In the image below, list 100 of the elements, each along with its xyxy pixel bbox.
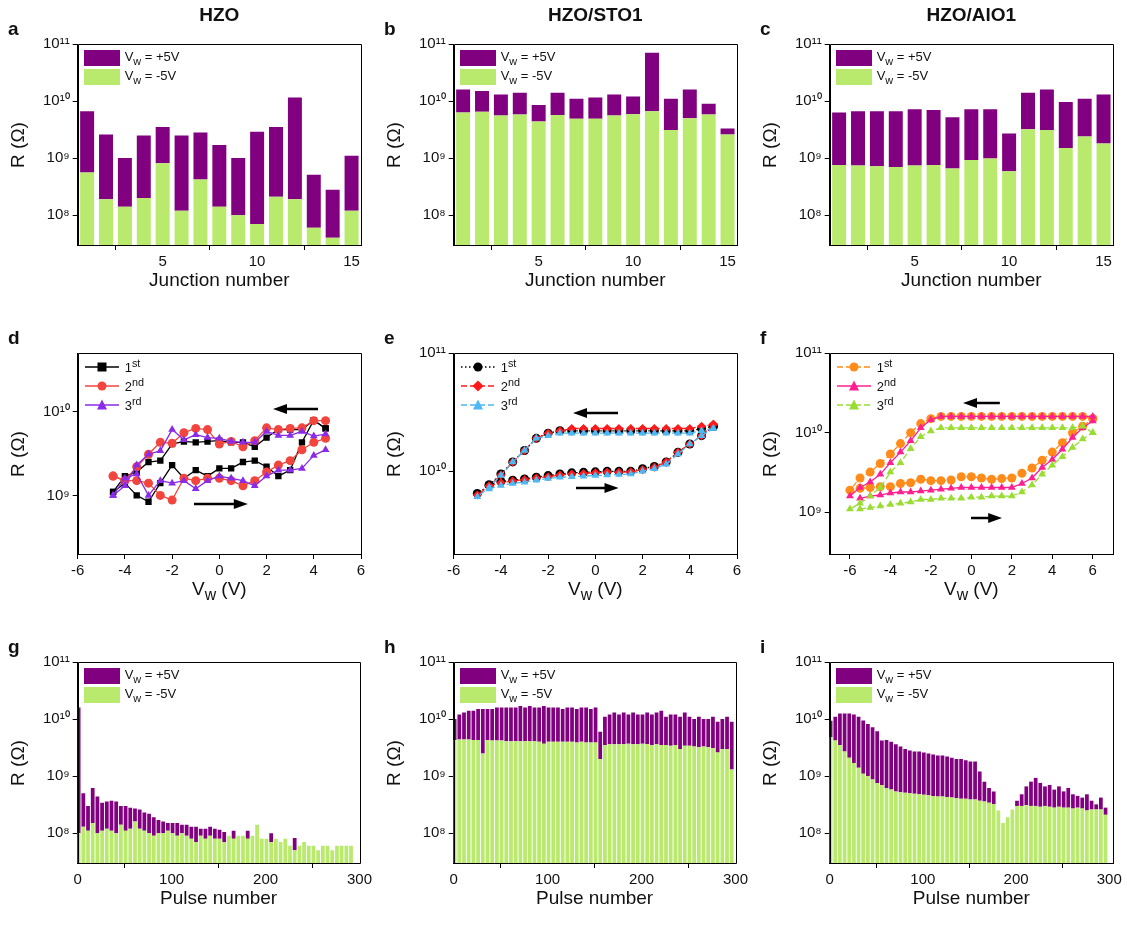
x-tick-label: 200 [629, 870, 655, 888]
legend-label: 3$^{rd}$ [500, 395, 518, 414]
legend-label: V$_{w}$ = -5V [876, 685, 929, 704]
text: i [760, 636, 766, 658]
x-tick-label: 15 [343, 252, 360, 270]
y-axis-title: R (Ω) [7, 121, 29, 168]
y-tick-label: 10¹⁰ [794, 91, 822, 109]
legend-label: 2$^{nd}$ [500, 376, 520, 395]
y-tick-label: 10¹¹ [794, 652, 822, 670]
y-tick-label: 10¹¹ [42, 652, 70, 670]
x-tick-label: 15 [719, 252, 736, 270]
y-tick-label: 10¹⁰ [42, 401, 70, 419]
y-tick-label: 10¹¹ [418, 343, 446, 361]
y-tick-label: 10⁹ [46, 148, 70, 166]
legend-label: V$_{w}$ = +5V [500, 48, 556, 67]
y-tick-label: 10¹⁰ [418, 709, 446, 727]
x-tick-label: 0 [591, 561, 600, 579]
legend-label: V$_{w}$ = +5V [124, 48, 180, 67]
y-axis-title: R (Ω) [383, 430, 405, 477]
x-tick-label: 15 [1095, 252, 1112, 270]
x-tick-label: 6 [1088, 561, 1097, 579]
y-tick-label: 10¹¹ [418, 652, 446, 670]
x-tick-label: 0 [449, 870, 458, 888]
legend-label: V$_{w}$ = -5V [124, 685, 177, 704]
chart-title: HZO/STO1 [547, 4, 643, 26]
x-tick-label: 100 [159, 870, 185, 888]
x-tick-label: 300 [1096, 870, 1122, 888]
x-axis-title: V$_{w}$ (V) [191, 578, 247, 604]
legend-label: 2$^{nd}$ [876, 376, 896, 395]
y-tick-label: 10¹⁰ [42, 709, 70, 727]
x-axis-title: V$_{w}$ (V) [567, 578, 623, 604]
y-tick-label: 10¹⁰ [418, 91, 446, 109]
y-axis-title: R (Ω) [7, 430, 29, 477]
legend-label: V$_{w}$ = -5V [500, 685, 553, 704]
x-tick-label: 5 [158, 252, 167, 270]
chart-title: HZO/AlO1 [926, 4, 1017, 26]
chart-title: HZO [199, 4, 240, 26]
y-tick-label: 10¹⁰ [418, 461, 446, 479]
y-tick-label: 10¹⁰ [794, 422, 822, 440]
x-axis-title: Pulse number [912, 887, 1030, 909]
x-tick-label: 300 [722, 870, 748, 888]
y-axis-title: R (Ω) [759, 121, 781, 168]
y-axis-title: R (Ω) [759, 430, 781, 477]
x-axis-title: Junction number [525, 269, 666, 291]
x-axis-title: Pulse number [535, 887, 654, 909]
y-tick-label: 10⁸ [46, 823, 70, 841]
x-tick-label: 6 [732, 561, 742, 579]
x-tick-label: -6 [71, 561, 85, 579]
y-tick-label: 10⁸ [798, 205, 822, 223]
y-tick-label: 10⁹ [46, 485, 70, 503]
text: a [8, 18, 19, 40]
x-tick-label: 2 [1007, 561, 1016, 579]
y-tick-label: 10⁸ [422, 823, 446, 841]
y-tick-label: 10⁹ [798, 148, 822, 166]
y-tick-label: 10⁹ [422, 148, 446, 166]
y-tick-label: 10¹¹ [794, 34, 822, 52]
x-tick-label: 0 [73, 870, 82, 888]
x-tick-label: -6 [447, 561, 461, 579]
x-tick-label: 2 [638, 561, 647, 579]
y-tick-label: 10⁸ [422, 205, 446, 223]
x-tick-label: 200 [253, 870, 279, 888]
x-tick-label: 100 [535, 870, 561, 888]
x-tick-label: 6 [356, 561, 366, 579]
legend-label: 2$^{nd}$ [124, 376, 144, 395]
text: h [384, 636, 396, 658]
legend-label: 1$^{st}$ [500, 357, 517, 376]
x-axis-title: Pulse number [159, 887, 278, 909]
x-tick-label: -2 [924, 561, 938, 579]
y-axis-title: R (Ω) [383, 121, 405, 168]
text: g [8, 636, 20, 658]
x-tick-label: 5 [534, 252, 543, 270]
y-tick-label: 10¹¹ [794, 343, 822, 361]
text: b [384, 18, 396, 40]
x-tick-label: 10 [1000, 252, 1018, 270]
y-tick-label: 10¹⁰ [42, 91, 70, 109]
x-tick-label: 100 [910, 870, 936, 888]
x-tick-label: 200 [1003, 870, 1029, 888]
y-axis-title: R (Ω) [7, 739, 29, 786]
legend-label: V$_{w}$ = +5V [876, 48, 932, 67]
legend-label: V$_{w}$ = +5V [876, 666, 932, 685]
x-axis-title: Junction number [901, 269, 1042, 291]
x-tick-label: -2 [165, 561, 179, 579]
x-tick-label: 0 [825, 870, 834, 888]
x-tick-label: 10 [248, 252, 266, 270]
x-tick-label: 300 [346, 870, 372, 888]
y-tick-label: 10¹¹ [42, 34, 70, 52]
x-axis-title: Junction number [149, 269, 290, 291]
y-tick-label: 10⁸ [798, 823, 822, 841]
legend-label: 1$^{st}$ [124, 357, 141, 376]
text: d [8, 327, 20, 349]
y-tick-label: 10⁹ [46, 766, 70, 784]
legend-label: V$_{w}$ = +5V [500, 666, 556, 685]
x-tick-label: -4 [883, 561, 898, 579]
legend-label: V$_{w}$ = -5V [876, 67, 929, 86]
text: c [760, 18, 771, 40]
x-tick-label: -4 [494, 561, 508, 579]
x-tick-label: 0 [967, 561, 976, 579]
y-tick-label: 10¹⁰ [794, 709, 822, 727]
y-tick-label: 10⁹ [798, 766, 822, 784]
x-tick-label: 0 [215, 561, 224, 579]
